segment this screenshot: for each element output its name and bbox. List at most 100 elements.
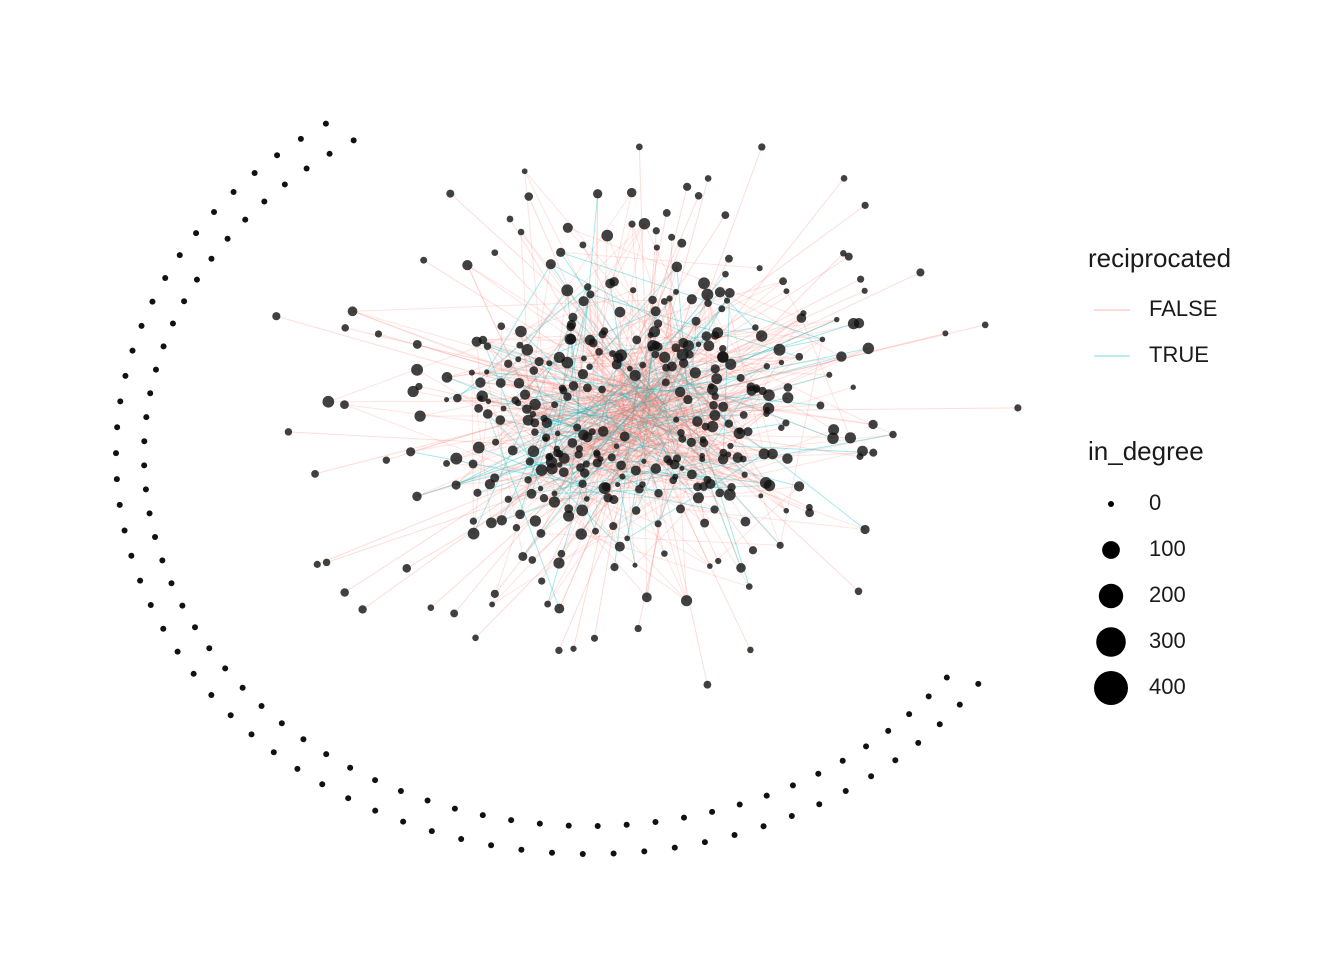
- node: [473, 488, 482, 497]
- node: [407, 385, 419, 398]
- node: [350, 137, 357, 144]
- node: [686, 469, 697, 480]
- edge: [727, 454, 746, 476]
- node: [805, 508, 814, 518]
- node: [515, 356, 522, 363]
- node: [654, 488, 663, 498]
- edge: [631, 422, 703, 457]
- node: [650, 306, 661, 317]
- edge: [466, 264, 561, 466]
- edge: [598, 351, 660, 406]
- node: [406, 447, 416, 457]
- edge: [640, 435, 810, 514]
- node: [601, 482, 611, 492]
- node: [412, 491, 422, 502]
- edge: [563, 435, 610, 473]
- edge: [554, 441, 636, 494]
- edge: [679, 391, 703, 460]
- edge: [639, 412, 711, 567]
- edge: [518, 358, 640, 412]
- node: [508, 817, 515, 824]
- node: [788, 813, 795, 820]
- node: [758, 493, 764, 499]
- node: [578, 429, 589, 441]
- edge: [665, 367, 742, 569]
- node: [281, 181, 288, 188]
- edge: [446, 404, 555, 464]
- node: [609, 350, 617, 357]
- node: [868, 773, 875, 780]
- node: [565, 822, 572, 829]
- edge: [629, 421, 810, 508]
- node: [160, 343, 167, 350]
- node: [693, 482, 702, 492]
- edge: [646, 461, 671, 598]
- edge: [558, 374, 677, 651]
- edge: [475, 414, 695, 639]
- edge: [378, 333, 639, 409]
- edge: [602, 333, 652, 417]
- node: [773, 343, 786, 356]
- legend-label: 200: [1149, 582, 1186, 607]
- node: [551, 490, 558, 497]
- node: [598, 385, 606, 394]
- edge: [446, 280, 784, 378]
- node: [840, 250, 847, 257]
- node: [609, 521, 618, 531]
- node: [783, 507, 790, 514]
- node: [662, 209, 671, 217]
- edge: [487, 382, 666, 415]
- node: [561, 356, 574, 369]
- node: [284, 428, 293, 436]
- node: [535, 464, 548, 476]
- edge: [616, 364, 676, 377]
- network: [113, 120, 1022, 857]
- node: [490, 589, 499, 598]
- edge: [480, 382, 638, 404]
- node: [561, 284, 574, 297]
- edge: [630, 356, 842, 414]
- edge: [557, 433, 596, 532]
- node: [666, 295, 673, 302]
- node: [613, 352, 624, 364]
- node: [740, 516, 751, 527]
- node: [322, 395, 335, 408]
- edge: [617, 362, 685, 485]
- edge: [532, 413, 668, 421]
- node: [889, 430, 897, 439]
- edge: [526, 367, 667, 410]
- node: [138, 322, 145, 329]
- node: [676, 348, 689, 361]
- edge: [626, 361, 782, 392]
- legend-label: TRUE: [1149, 342, 1209, 367]
- node: [190, 670, 197, 677]
- node: [227, 712, 234, 719]
- node: [594, 822, 601, 829]
- node: [261, 198, 268, 205]
- node: [816, 801, 823, 808]
- edge: [560, 251, 760, 269]
- edge: [558, 426, 633, 564]
- node: [500, 405, 507, 412]
- node: [783, 383, 793, 392]
- node: [707, 383, 715, 390]
- edge: [786, 290, 802, 319]
- edge: [487, 345, 705, 524]
- edge: [501, 468, 657, 521]
- edge: [640, 356, 842, 388]
- edge: [580, 366, 634, 468]
- edge: [608, 280, 784, 425]
- node: [507, 445, 518, 456]
- edge: [638, 390, 763, 419]
- node: [943, 674, 950, 681]
- node: [844, 432, 857, 444]
- edge: [640, 444, 800, 487]
- edge: [528, 347, 869, 421]
- node: [723, 297, 731, 304]
- node: [536, 528, 546, 538]
- edge: [571, 324, 615, 500]
- edge: [597, 354, 656, 399]
- edge: [500, 290, 568, 384]
- node: [297, 135, 304, 142]
- node: [141, 438, 148, 445]
